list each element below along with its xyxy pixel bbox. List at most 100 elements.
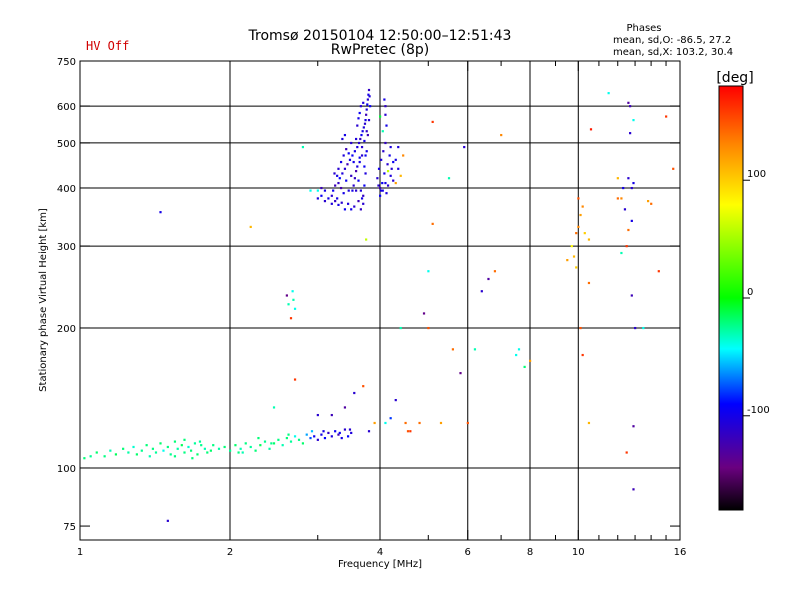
echo-point [367, 430, 371, 433]
y-tick-label: 400 [57, 184, 76, 195]
echo-point [341, 137, 344, 141]
echo-point [392, 160, 395, 164]
echo-point [343, 428, 347, 431]
echo-point [363, 184, 366, 187]
x-tick-label: 16 [674, 547, 687, 558]
echo-point [320, 433, 323, 436]
echo-point [198, 440, 202, 443]
echo-point [360, 145, 364, 149]
echo-point [363, 122, 367, 125]
echo-point [380, 158, 383, 161]
echo-point [338, 431, 341, 435]
echo-point [657, 270, 660, 273]
echo-point [316, 413, 319, 417]
echo-point [323, 199, 327, 203]
echo-point [480, 290, 483, 293]
echo-point [95, 451, 98, 454]
echo-point [83, 457, 86, 460]
echo-point [646, 199, 650, 203]
echo-point [166, 519, 169, 522]
echo-point [642, 326, 645, 330]
echo-point [366, 133, 369, 137]
echo-point [352, 184, 355, 187]
echo-point [360, 197, 364, 200]
echo-point [241, 451, 244, 454]
echo-point [193, 442, 197, 445]
echo-point [627, 228, 630, 232]
echo-point [340, 201, 343, 204]
echo-point [382, 150, 385, 153]
echo-point [166, 445, 169, 449]
y-tick-label: 100 [57, 464, 76, 475]
echo-point [487, 277, 490, 281]
echo-point [223, 445, 226, 449]
echo-point [368, 95, 371, 98]
echo-point [587, 281, 591, 285]
echo-point [340, 436, 343, 440]
echo-point [334, 430, 337, 433]
echo-point [381, 189, 384, 192]
echo-point [369, 105, 372, 108]
echo-point [473, 348, 477, 351]
phases-mean-o: mean, sd,O: -86.5, 27.2 [613, 35, 731, 46]
echo-point [607, 92, 610, 95]
echo-point [345, 148, 348, 151]
echo-point [272, 442, 276, 445]
echo-point [622, 186, 625, 190]
echo-point [217, 447, 221, 450]
echo-point [620, 197, 623, 200]
echo-point [259, 444, 262, 447]
echo-point [383, 98, 386, 101]
hv-status: HV Off [86, 39, 129, 53]
echo-point [254, 449, 257, 452]
echo-point [301, 442, 305, 445]
echo-point [399, 174, 402, 177]
echo-point [384, 421, 387, 425]
echo-point [346, 202, 350, 205]
echo-point [386, 163, 389, 166]
colorbar-label: [deg] [716, 70, 753, 86]
echo-point [159, 442, 162, 445]
echo-point [632, 425, 635, 428]
echo-point [447, 177, 451, 180]
echo-point [323, 436, 327, 440]
echo-point [333, 172, 336, 175]
echo-point [316, 438, 319, 441]
colorbar-tick-label: 100 [747, 169, 766, 180]
echo-point [632, 181, 635, 185]
echo-point [339, 160, 343, 164]
echo-point [320, 194, 323, 197]
echo-point [272, 406, 276, 409]
echo-point [347, 189, 350, 192]
echo-point [353, 150, 356, 153]
echo-point [397, 145, 400, 149]
echo-point [345, 179, 348, 182]
echo-point [206, 451, 209, 454]
echo-point [385, 124, 388, 127]
echo-point [383, 172, 386, 175]
phases-heading: Phases [626, 23, 661, 34]
x-tick-label: 10 [572, 547, 585, 558]
echo-point [404, 421, 407, 425]
echo-point [169, 453, 172, 456]
echo-point [359, 105, 362, 108]
echo-point [366, 98, 369, 101]
echo-point [634, 326, 637, 330]
echo-point [366, 103, 369, 106]
echo-point [625, 451, 628, 454]
echo-point [388, 154, 391, 157]
echo-point [364, 172, 367, 175]
echo-point [257, 436, 260, 440]
echo-point [362, 202, 365, 205]
echo-point [350, 141, 353, 145]
echo-point [289, 440, 293, 443]
echo-point [103, 455, 106, 458]
echo-point [351, 189, 354, 192]
echo-point [389, 174, 392, 177]
colorbar [718, 85, 744, 511]
echo-point [356, 145, 359, 149]
echo-point [309, 436, 312, 440]
chart-subtitle: RwPretec (8p) [331, 42, 429, 58]
echo-point [577, 225, 580, 229]
